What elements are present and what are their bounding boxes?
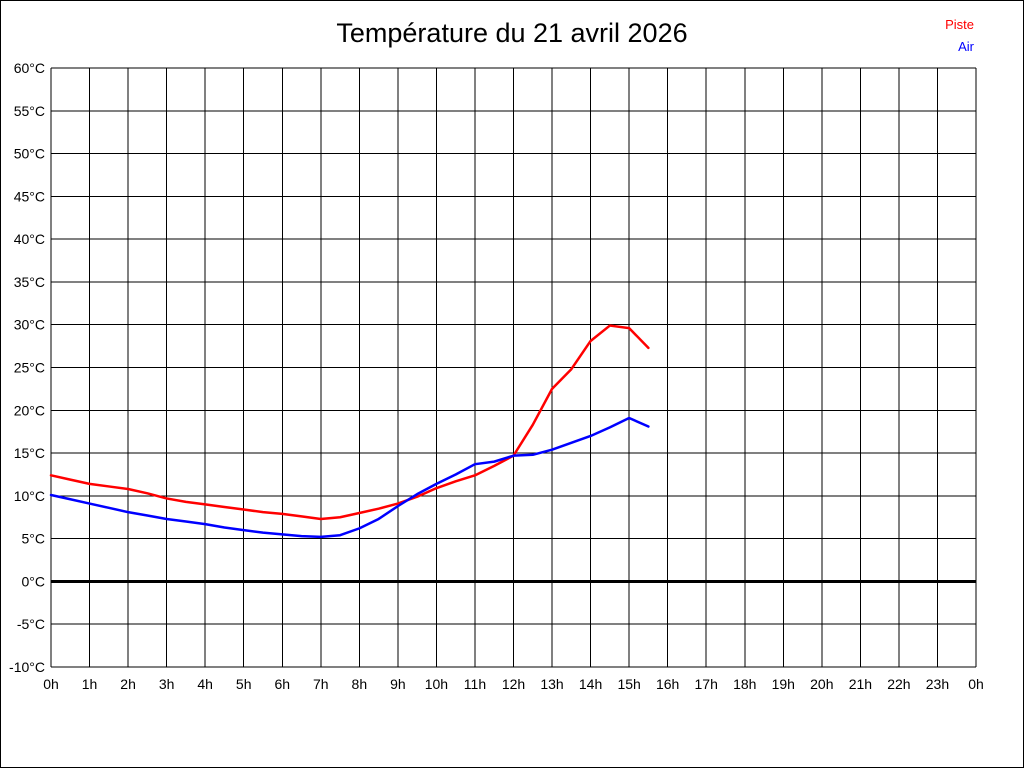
- x-tick-label: 1h: [82, 676, 98, 692]
- x-tick-label: 22h: [887, 676, 910, 692]
- series-line-air: [49, 416, 650, 539]
- x-tick-label: 17h: [695, 676, 718, 692]
- y-tick-label: 45°C: [14, 188, 45, 204]
- x-tick-label: 11h: [464, 676, 486, 692]
- x-tick-label: 23h: [926, 676, 949, 692]
- x-tick-label: 3h: [159, 676, 175, 692]
- y-tick-label: 55°C: [14, 103, 45, 119]
- x-tick-label: 0h: [43, 676, 59, 692]
- x-tick-label: 21h: [849, 676, 872, 692]
- y-tick-label: -10°C: [9, 659, 45, 675]
- y-tick-label: 30°C: [14, 317, 45, 333]
- y-tick-label: 20°C: [14, 402, 45, 418]
- y-tick-label: 0°C: [22, 573, 46, 589]
- y-tick-label: 35°C: [14, 274, 45, 290]
- y-tick-label: 50°C: [14, 146, 45, 162]
- y-tick-label: 25°C: [14, 360, 45, 376]
- x-tick-label: 20h: [810, 676, 833, 692]
- y-tick-label: 60°C: [14, 60, 45, 76]
- series-line-piste: [49, 324, 650, 521]
- x-tick-label: 12h: [502, 676, 525, 692]
- x-tick-label: 14h: [579, 676, 602, 692]
- chart-legend: Piste Air: [945, 14, 974, 58]
- chart-title: Température du 21 avril 2026: [336, 18, 688, 48]
- x-tick-label: 18h: [733, 676, 756, 692]
- legend-item-air: Air: [958, 39, 974, 54]
- x-tick-label: 7h: [313, 676, 329, 692]
- y-tick-label: -5°C: [17, 616, 45, 632]
- y-tick-label: 40°C: [14, 231, 45, 247]
- x-tick-label: 5h: [236, 676, 252, 692]
- y-tick-label: 10°C: [14, 488, 45, 504]
- x-tick-label: 8h: [352, 676, 368, 692]
- x-tick-label: 13h: [540, 676, 563, 692]
- x-tick-label: 16h: [656, 676, 679, 692]
- legend-item-piste: Piste: [945, 17, 974, 32]
- x-tick-label: 2h: [120, 676, 136, 692]
- x-tick-label: 9h: [390, 676, 406, 692]
- x-tick-label: 6h: [274, 676, 290, 692]
- y-tick-label: 5°C: [22, 531, 46, 547]
- x-tick-label: 4h: [197, 676, 213, 692]
- y-tick-label: 15°C: [14, 445, 45, 461]
- x-tick-label: 15h: [617, 676, 640, 692]
- x-tick-label: 10h: [425, 676, 448, 692]
- x-tick-label: 0h: [968, 676, 984, 692]
- x-tick-label: 19h: [772, 676, 795, 692]
